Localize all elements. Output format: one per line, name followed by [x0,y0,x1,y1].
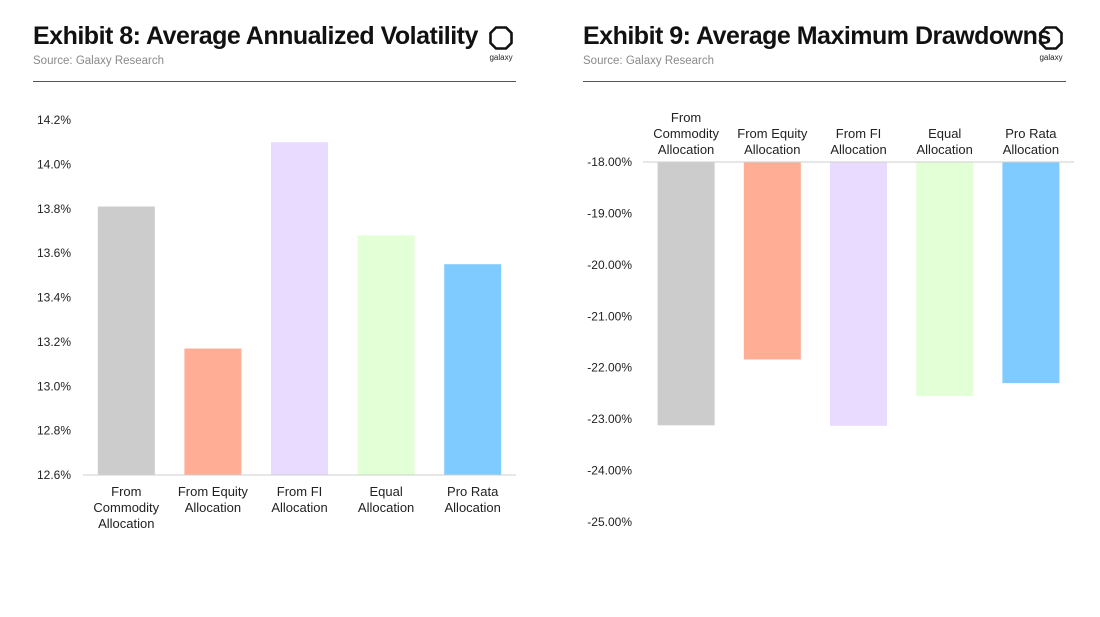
y-tick-label: -18.00% [587,155,632,169]
bar [184,348,242,475]
exhibit-9-panel: -18.00% -19.00% -20.00% -21.00% -22.00% -23.0… [550,0,1100,617]
category-label: Allocation [744,142,800,157]
galaxy-logo-text: galaxy [489,53,513,62]
category-label: Pro Rata [447,484,499,499]
exhibit-8-divider [33,81,516,82]
category-label: Equal [928,126,961,141]
y-tick-label: 13.4% [37,291,71,305]
category-label: Allocation [185,500,241,515]
y-tick-label: -24.00% [587,464,632,478]
category-label: From FI [836,126,882,141]
bar [97,206,155,475]
category-label: From Equity [178,484,249,499]
galaxy-logo-icon [489,26,513,50]
y-tick-label: 14.2% [37,113,71,127]
category-label: Allocation [917,142,973,157]
galaxy-logo: galaxy [483,26,519,62]
category-label: From [111,484,141,499]
y-tick-label: -25.00% [587,515,632,529]
bar [1002,162,1060,384]
galaxy-logo-icon [1039,26,1063,50]
drawdown-chart: -18.00% -19.00% -20.00% -21.00% -22.00% -23.0… [587,110,1074,529]
category-label: From FI [277,484,323,499]
exhibit-8-source: Source: Galaxy Research [33,55,165,67]
category-label: Commodity [93,500,159,515]
bar [357,235,415,475]
bar [916,162,974,396]
y-tick-label: -21.00% [587,309,632,323]
bar [743,162,801,360]
y-tick-label: 12.6% [37,468,71,482]
volatility-chart: 14.2% 14.0% 13.8% 13.6% 13.4% 13.2% 13.0% 12.8%… [37,113,516,531]
y-tick-label: 13.6% [37,246,71,260]
bar [657,162,715,426]
y-tick-label: 13.2% [37,335,71,349]
category-label: Allocation [358,500,414,515]
category-label: Allocation [271,500,327,515]
category-label: Allocation [1003,142,1059,157]
y-tick-label: 12.8% [37,424,71,438]
galaxy-logo: galaxy [1033,26,1069,62]
category-label: Allocation [658,142,714,157]
exhibit-9-title: Exhibit 9: Average Maximum Drawdowns [583,22,1051,50]
category-label: Commodity [653,126,719,141]
exhibit-9-source: Source: Galaxy Research [583,55,715,67]
y-tick-label: -19.00% [587,206,632,220]
exhibit-8-title: Exhibit 8: Average Annualized Volatility [33,22,478,50]
category-label: Allocation [445,500,501,515]
bar [830,162,887,426]
y-tick-label: 14.0% [37,157,71,171]
galaxy-logo-text: galaxy [1039,53,1063,62]
y-tick-label: -22.00% [587,361,632,375]
category-label: Pro Rata [1005,126,1057,141]
bar [444,264,502,475]
category-label: Allocation [830,142,886,157]
y-tick-label: 13.0% [37,379,71,393]
category-label: From [671,110,701,125]
y-tick-label: -20.00% [587,258,632,272]
y-tick-label: -23.00% [587,412,632,426]
category-label: From Equity [737,126,808,141]
bar [271,142,328,475]
category-label: Allocation [98,516,154,531]
exhibit-9-divider [583,81,1066,82]
category-label: Equal [369,484,402,499]
y-tick-label: 13.8% [37,202,71,216]
exhibit-8-panel: 14.2% 14.0% 13.8% 13.6% 13.4% 13.2% 13.0% 12.8%… [33,22,519,531]
